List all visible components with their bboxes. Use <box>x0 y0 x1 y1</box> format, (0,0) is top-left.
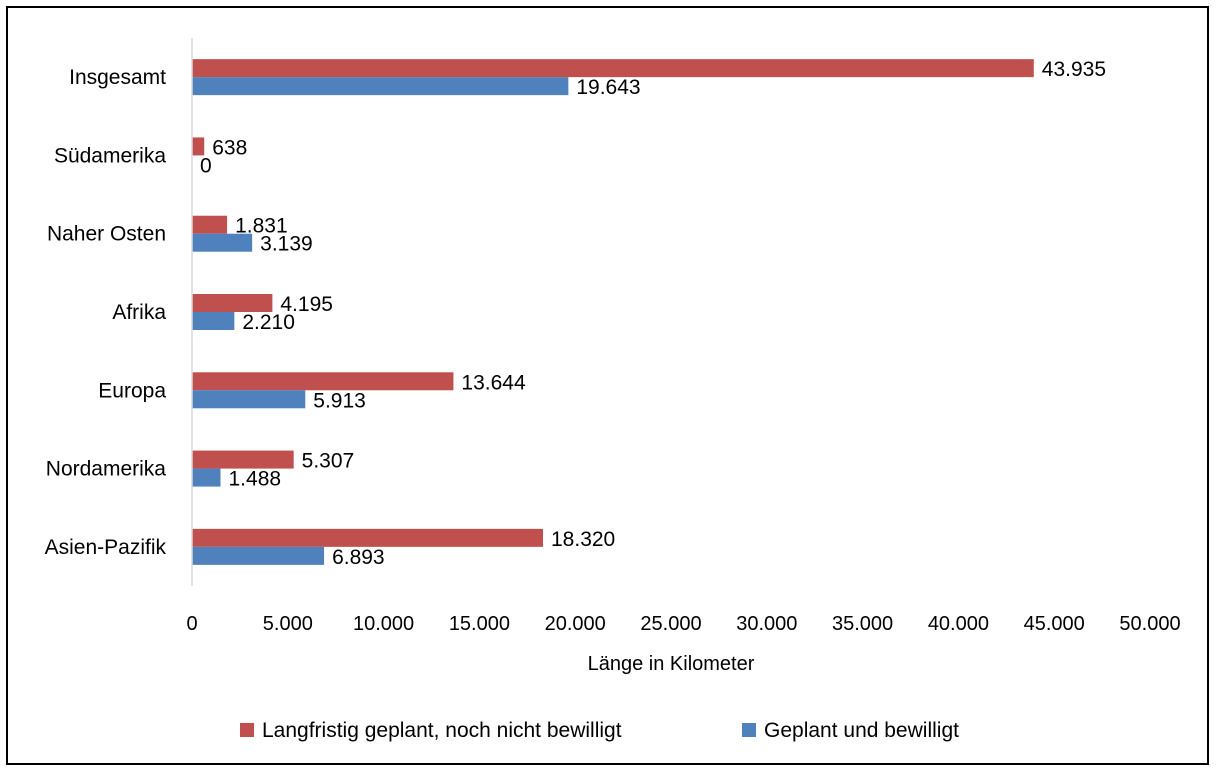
bar-bewilligt <box>192 468 221 487</box>
data-label: 18.320 <box>551 528 615 551</box>
data-label: 5.307 <box>302 450 355 473</box>
x-tick-label: 25.000 <box>640 613 701 635</box>
legend-swatch-langfristig <box>240 723 254 737</box>
bar-langfristig <box>192 528 544 547</box>
x-tick-label: 35.000 <box>832 613 893 635</box>
bar-langfristig <box>192 450 294 469</box>
x-tick-labels: 0 5.000 10.000 15.000 20.000 25.000 30.000 35.0… <box>186 613 1180 635</box>
x-tick-label: 15.000 <box>449 613 510 635</box>
category-label: Europa <box>98 379 166 402</box>
bars-group <box>192 59 1034 565</box>
data-label: 19.643 <box>576 76 640 99</box>
category-label: Südamerika <box>54 144 166 167</box>
data-labels: 18.320 6.893 5.307 1.488 13.644 5.913 4.1952.2… <box>200 58 1106 569</box>
x-axis-title: Länge in Kilometer <box>588 653 755 675</box>
data-label: 1.488 <box>229 468 282 491</box>
x-tick-label: 30.000 <box>736 613 797 635</box>
bar-bewilligt <box>192 312 235 330</box>
bar-langfristig <box>192 59 1034 78</box>
data-label: 2.210 <box>242 311 295 334</box>
data-label: 6.893 <box>332 546 385 569</box>
category-labels: Asien-Pazifik Nordamerika Europa Afrika Nahe… <box>45 66 167 559</box>
data-label: 4.195 <box>280 293 333 316</box>
data-label: 3.139 <box>260 233 313 256</box>
data-label: 13.644 <box>461 371 526 394</box>
x-tick-label: 0 <box>186 613 197 635</box>
bar-bewilligt <box>192 546 325 565</box>
bar-bewilligt <box>192 390 306 409</box>
bar-bewilligt <box>192 233 253 252</box>
bar-bewilligt <box>192 77 569 96</box>
legend-label: Geplant und bewilligt <box>764 719 959 742</box>
category-label: Insgesamt <box>69 66 166 89</box>
x-tick-label: 5.000 <box>263 613 313 635</box>
data-label: 638 <box>212 136 247 159</box>
bar-langfristig <box>192 137 205 156</box>
data-label: 43.935 <box>1042 58 1106 81</box>
bar-langfristig <box>192 372 454 391</box>
bar-langfristig <box>192 294 273 312</box>
category-label: Naher Osten <box>47 223 166 246</box>
category-label: Afrika <box>112 301 166 324</box>
data-label: 1.831 <box>235 215 288 238</box>
x-tick-label: 45.000 <box>1024 613 1085 635</box>
x-tick-label: 10.000 <box>353 613 414 635</box>
legend: Langfristig geplant, noch nicht bewillig… <box>240 719 959 742</box>
category-label: Nordamerika <box>46 458 167 481</box>
x-tick-label: 40.000 <box>928 613 989 635</box>
x-tick-label: 50.000 <box>1119 613 1180 635</box>
bar-langfristig <box>192 215 228 234</box>
legend-swatch-bewilligt <box>742 723 756 737</box>
data-label: 0 <box>200 154 212 177</box>
legend-label: Langfristig geplant, noch nicht bewillig… <box>262 719 622 742</box>
category-label: Asien-Pazifik <box>45 536 167 559</box>
x-tick-label: 20.000 <box>545 613 606 635</box>
data-label: 5.913 <box>313 389 366 412</box>
